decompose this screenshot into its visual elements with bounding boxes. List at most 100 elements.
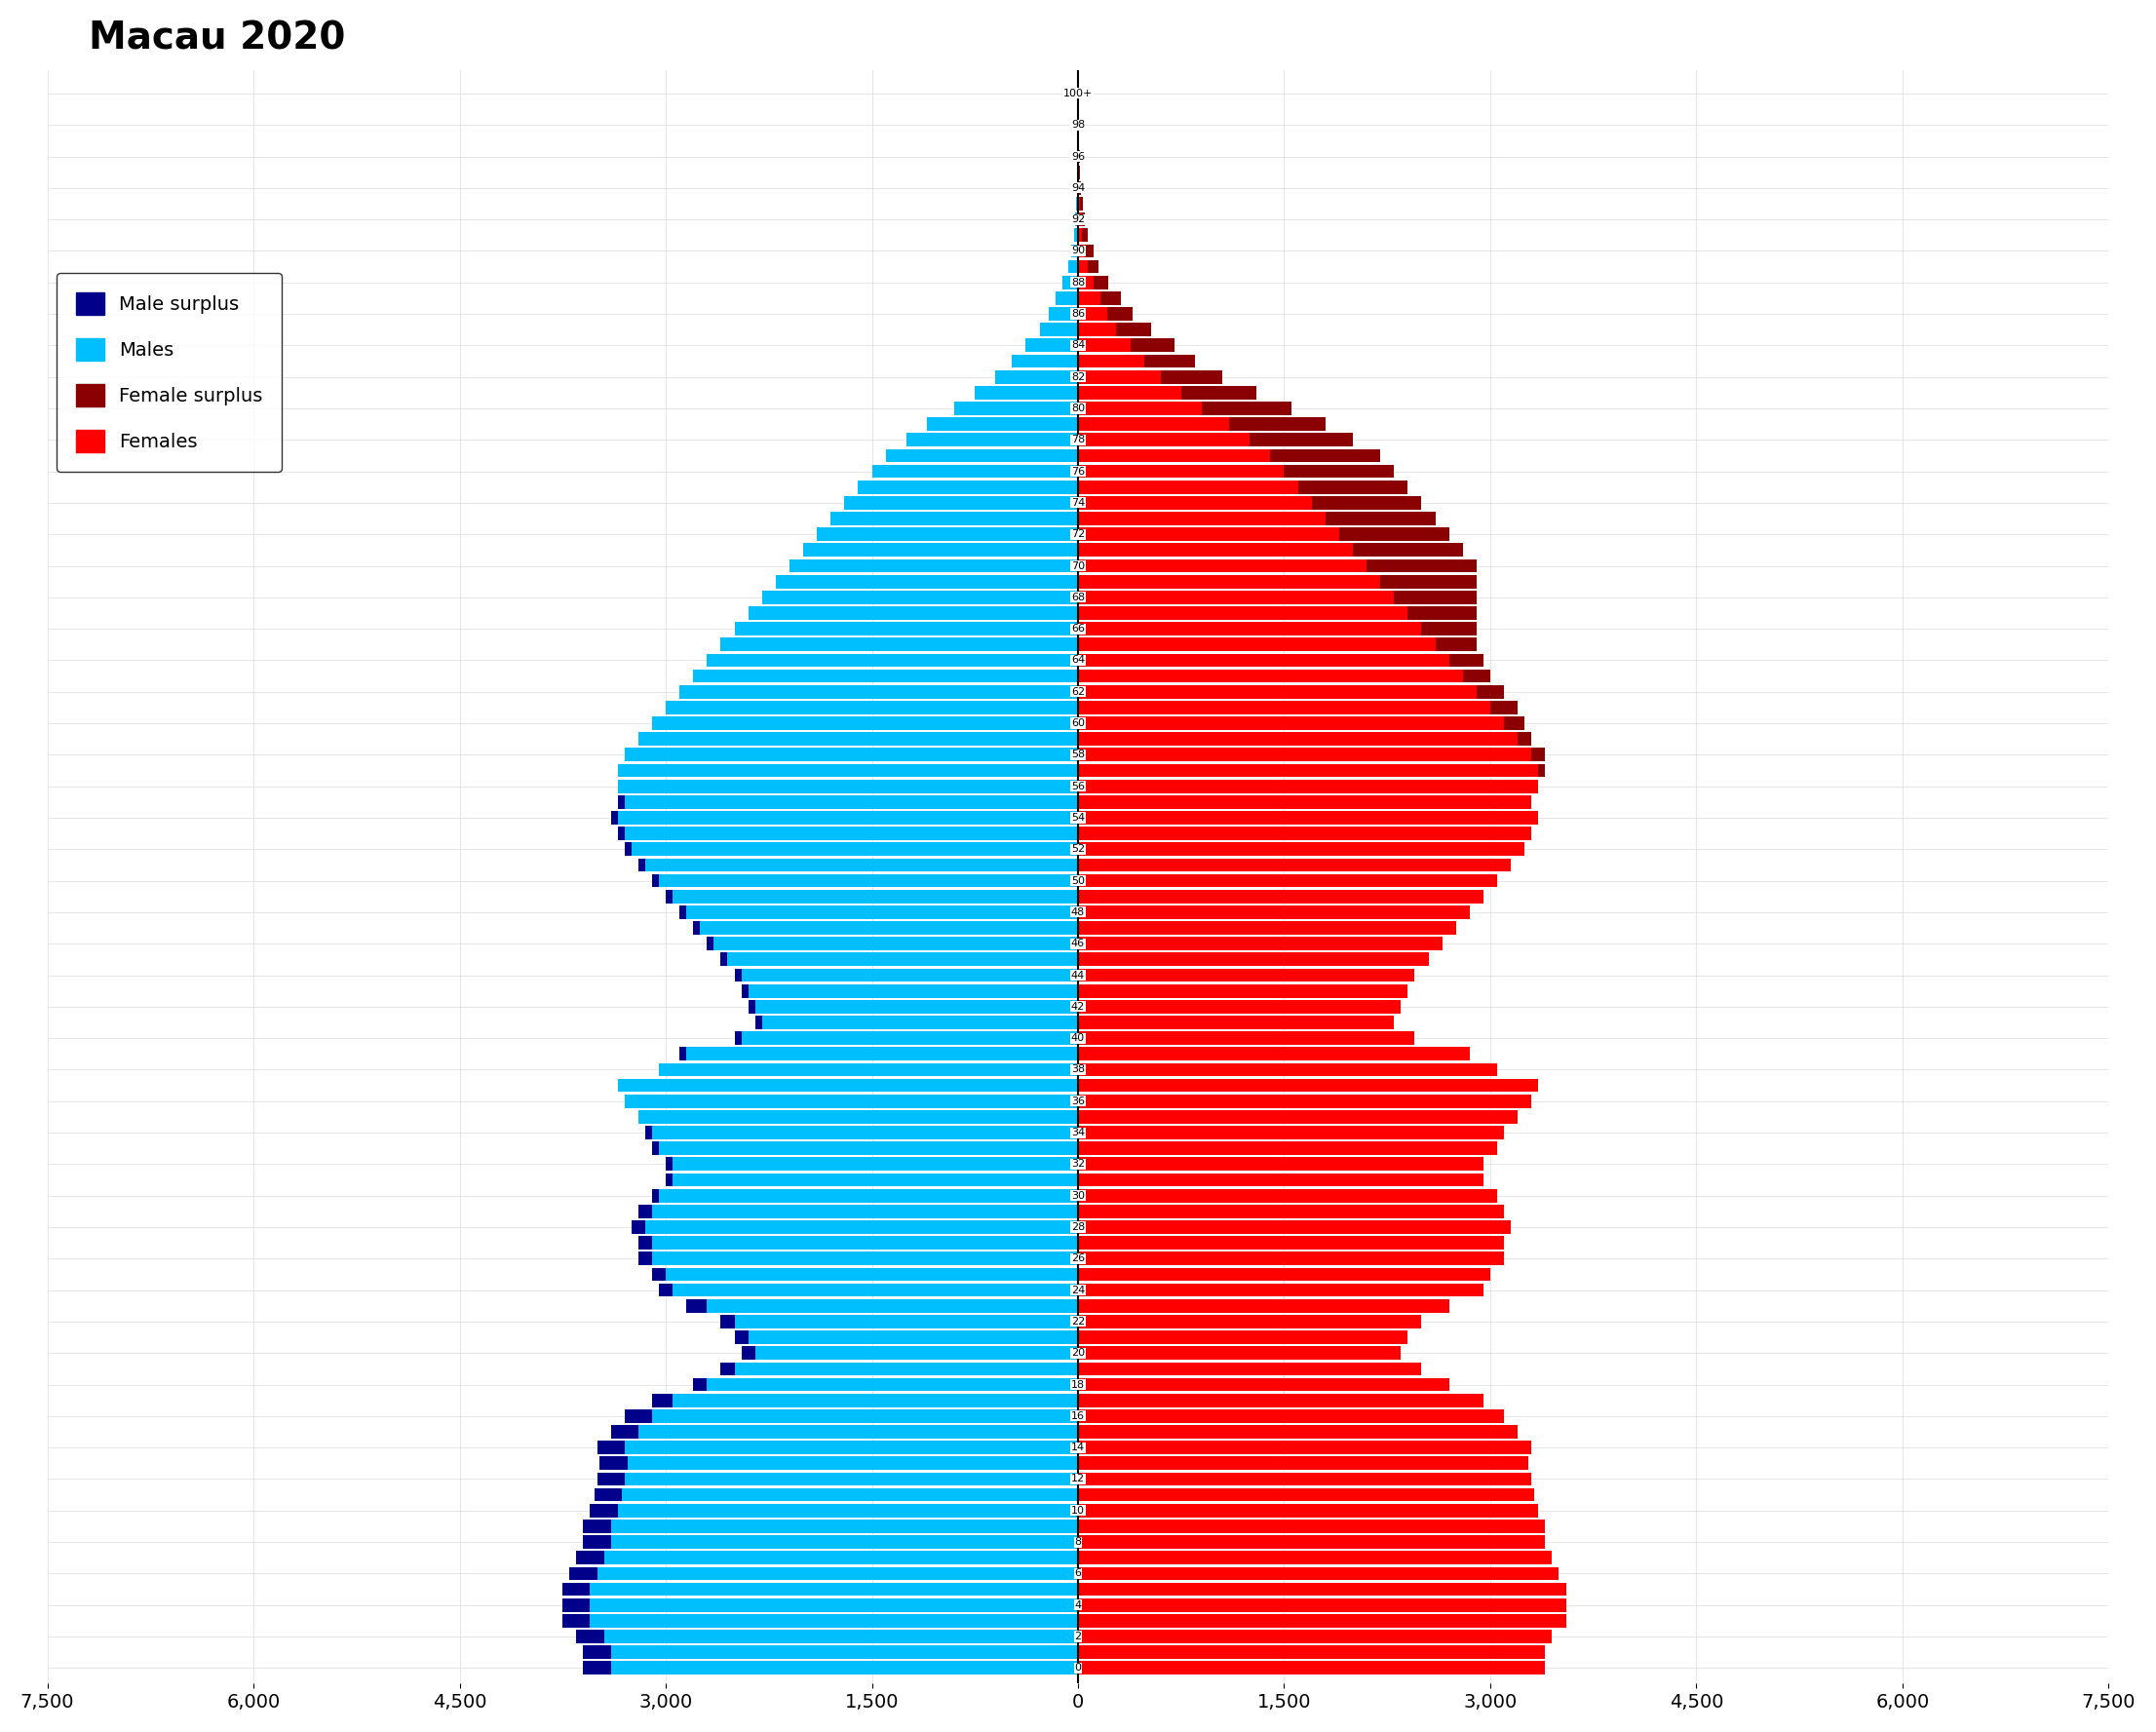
Bar bbox=[1160, 371, 1222, 383]
Bar bbox=[1078, 1630, 1552, 1644]
Bar bbox=[761, 1015, 1078, 1029]
Bar bbox=[638, 1110, 1078, 1124]
Bar bbox=[1078, 999, 1401, 1013]
Bar bbox=[1078, 779, 1539, 793]
Bar bbox=[1078, 1410, 1505, 1422]
Text: 30: 30 bbox=[1072, 1190, 1084, 1200]
Text: 72: 72 bbox=[1072, 530, 1084, 539]
Bar bbox=[1078, 622, 1421, 636]
Text: 10: 10 bbox=[1072, 1505, 1084, 1516]
Bar bbox=[735, 622, 1078, 636]
Bar bbox=[1130, 339, 1175, 352]
Bar bbox=[660, 1188, 1078, 1202]
Text: 64: 64 bbox=[1072, 655, 1084, 665]
Bar bbox=[1078, 1645, 1546, 1659]
Bar bbox=[584, 1535, 610, 1548]
Bar bbox=[651, 1268, 666, 1282]
Bar bbox=[1078, 464, 1285, 478]
Bar bbox=[1395, 591, 1477, 604]
Bar bbox=[1078, 764, 1539, 778]
Bar bbox=[569, 1567, 597, 1580]
Bar bbox=[625, 1095, 1078, 1108]
Bar bbox=[1078, 1126, 1505, 1140]
Bar bbox=[621, 1488, 1078, 1502]
Bar bbox=[686, 1048, 1078, 1060]
Bar bbox=[638, 1252, 651, 1266]
Text: 84: 84 bbox=[1072, 341, 1084, 350]
Bar bbox=[1026, 339, 1078, 352]
Bar bbox=[748, 606, 1078, 620]
Bar bbox=[666, 1268, 1078, 1282]
Bar bbox=[1078, 1346, 1401, 1360]
Bar bbox=[625, 748, 1078, 762]
Bar bbox=[597, 1441, 625, 1455]
Bar bbox=[1078, 307, 1106, 320]
Text: 70: 70 bbox=[1072, 561, 1084, 570]
Text: 18: 18 bbox=[1072, 1380, 1084, 1389]
Bar bbox=[735, 1330, 748, 1344]
Bar bbox=[651, 1141, 660, 1155]
Bar bbox=[1011, 355, 1078, 367]
Bar bbox=[1093, 275, 1108, 289]
Bar bbox=[1181, 386, 1257, 400]
Bar bbox=[1078, 1032, 1414, 1044]
Bar bbox=[1078, 1015, 1395, 1029]
Text: 54: 54 bbox=[1072, 812, 1084, 823]
Bar bbox=[1078, 544, 1352, 556]
Bar bbox=[1326, 513, 1436, 525]
Text: 8: 8 bbox=[1074, 1536, 1082, 1547]
Bar bbox=[591, 1599, 1078, 1612]
Bar bbox=[1078, 339, 1130, 352]
Bar bbox=[1078, 449, 1270, 462]
Bar bbox=[1078, 1283, 1483, 1297]
Text: 68: 68 bbox=[1072, 592, 1084, 603]
Text: 88: 88 bbox=[1072, 277, 1084, 288]
Bar bbox=[1078, 1394, 1483, 1406]
Bar bbox=[625, 1441, 1078, 1455]
Bar bbox=[1078, 890, 1483, 902]
Bar bbox=[625, 842, 632, 856]
Bar bbox=[720, 1315, 735, 1328]
Bar bbox=[1100, 291, 1121, 305]
Bar bbox=[720, 1361, 735, 1375]
Bar bbox=[1078, 1425, 1518, 1439]
Bar bbox=[1477, 686, 1505, 698]
Bar bbox=[645, 1126, 651, 1140]
Text: 24: 24 bbox=[1072, 1285, 1084, 1296]
Text: 20: 20 bbox=[1072, 1347, 1084, 1358]
Bar bbox=[1078, 229, 1082, 242]
Bar bbox=[638, 1205, 651, 1218]
Bar bbox=[1106, 307, 1132, 320]
Text: 56: 56 bbox=[1072, 781, 1084, 792]
Text: 66: 66 bbox=[1072, 624, 1084, 634]
Bar bbox=[1408, 606, 1477, 620]
Bar bbox=[748, 1330, 1078, 1344]
Bar bbox=[627, 1457, 1078, 1470]
Bar bbox=[563, 1583, 591, 1595]
Bar bbox=[610, 1425, 638, 1439]
Bar bbox=[584, 1645, 610, 1659]
Bar bbox=[1078, 1173, 1483, 1186]
Bar bbox=[830, 513, 1078, 525]
Bar bbox=[625, 1410, 651, 1422]
Bar bbox=[651, 1237, 1078, 1249]
Bar bbox=[638, 859, 645, 871]
Bar bbox=[1539, 764, 1546, 778]
Bar bbox=[666, 701, 1078, 714]
Bar bbox=[1078, 1330, 1408, 1344]
Text: 60: 60 bbox=[1072, 719, 1084, 727]
Bar bbox=[1078, 1141, 1496, 1155]
Bar bbox=[597, 1472, 625, 1486]
Bar bbox=[1078, 1063, 1496, 1076]
Bar bbox=[1080, 213, 1084, 227]
Bar bbox=[1078, 260, 1087, 274]
Bar bbox=[673, 1283, 1078, 1297]
Bar bbox=[1072, 244, 1078, 258]
Bar bbox=[591, 1583, 1078, 1595]
Bar bbox=[584, 1519, 610, 1533]
Bar bbox=[789, 559, 1078, 573]
Bar bbox=[1084, 244, 1093, 258]
Bar bbox=[1078, 386, 1181, 400]
Bar bbox=[1078, 1237, 1505, 1249]
Bar bbox=[660, 1283, 673, 1297]
